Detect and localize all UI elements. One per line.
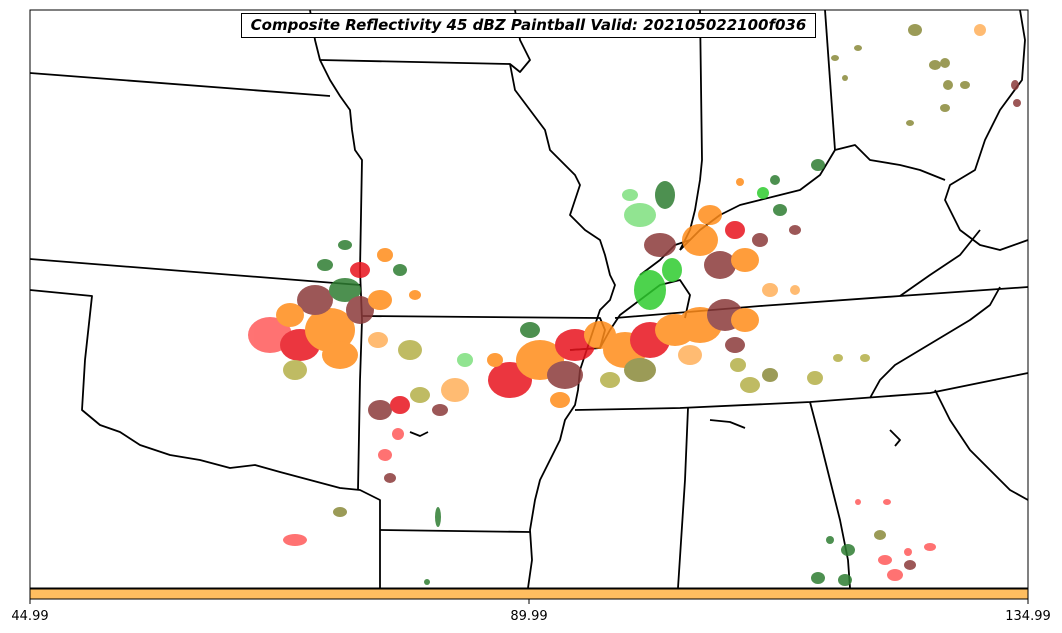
colorbar-tick-label-max: 134.99 xyxy=(1005,609,1051,624)
state-boundaries xyxy=(29,9,1029,589)
colorbar-tick-label-mid: 89.99 xyxy=(510,609,548,624)
map-frame xyxy=(29,9,1029,589)
reflectivity-paintball-blobs xyxy=(248,24,1021,586)
colorbar-tick-label-min: 44.99 xyxy=(11,609,49,624)
map-title: Composite Reflectivity 45 dBZ Paintball … xyxy=(241,13,816,38)
colorbar xyxy=(29,588,1029,600)
